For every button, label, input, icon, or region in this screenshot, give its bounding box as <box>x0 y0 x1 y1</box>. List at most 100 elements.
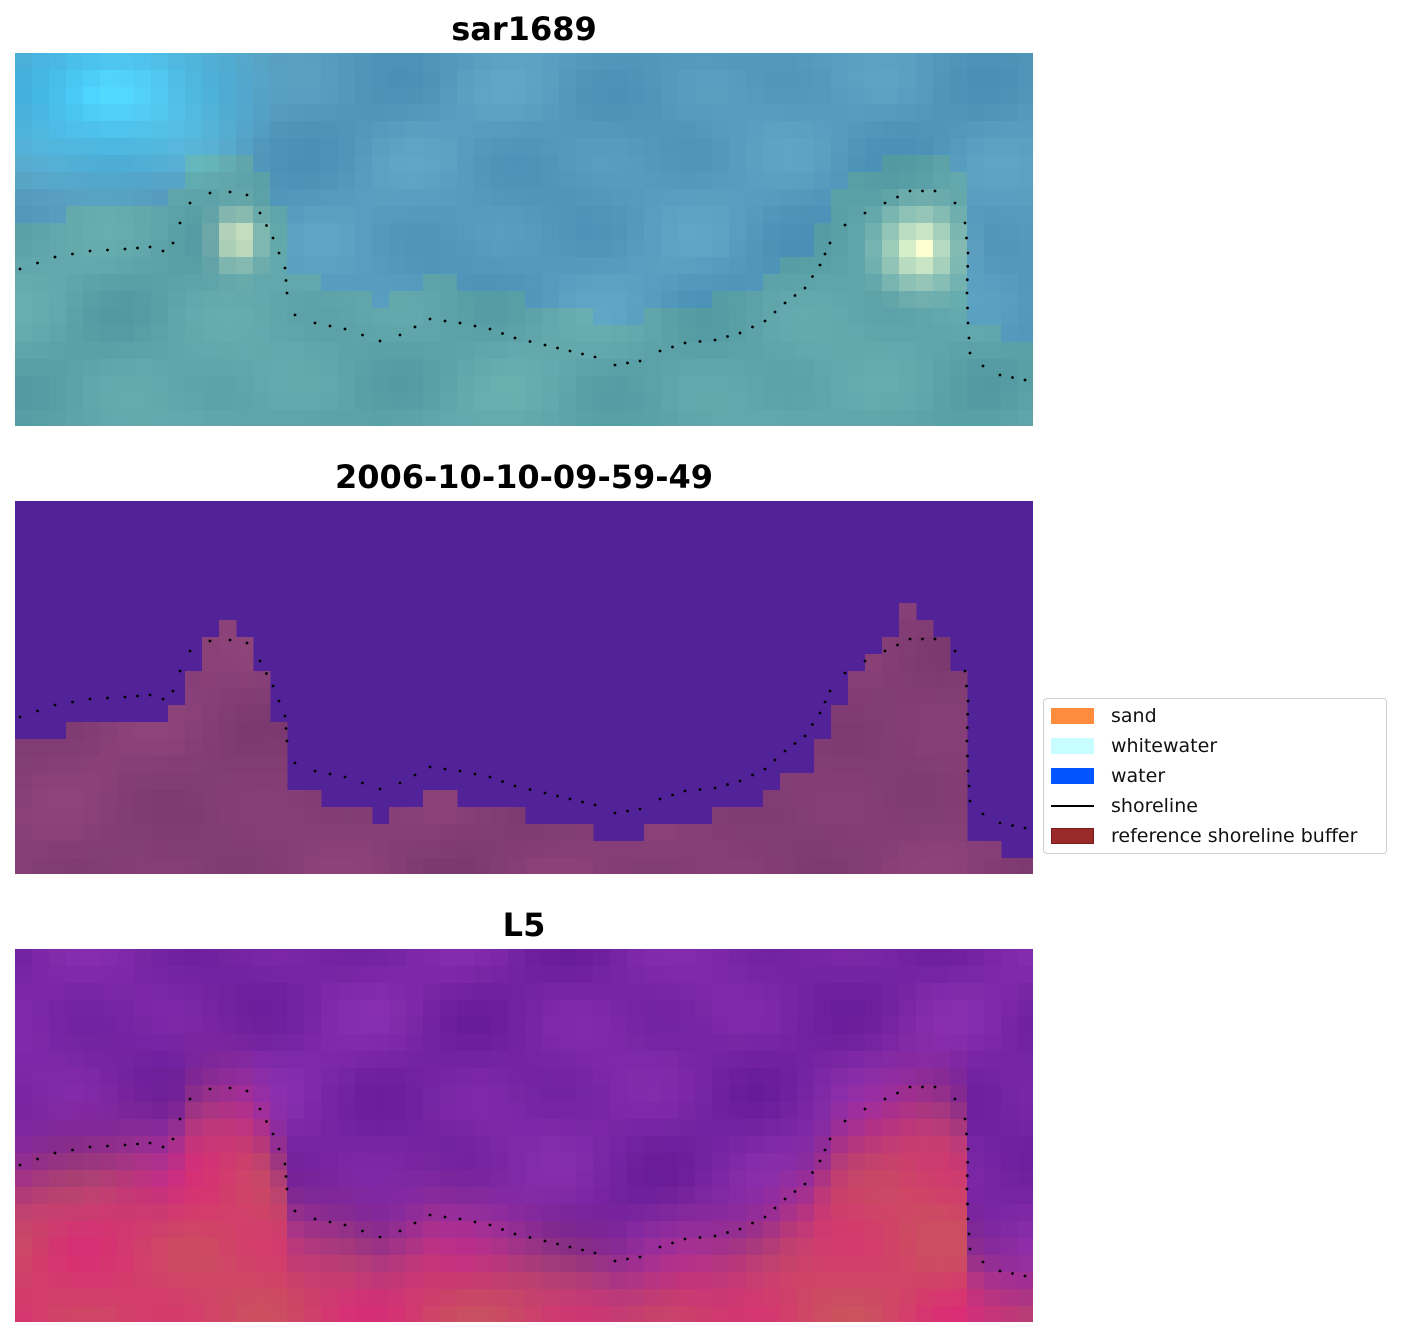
image-pixel <box>474 121 492 139</box>
index-pixel <box>32 1102 50 1120</box>
image-pixel <box>423 240 441 258</box>
land-pixel <box>15 790 33 808</box>
image-pixel <box>100 155 118 173</box>
image-pixel <box>712 257 730 275</box>
image-pixel <box>610 104 628 122</box>
image-pixel <box>372 325 390 343</box>
index-pixel <box>304 1255 322 1273</box>
image-pixel <box>151 257 169 275</box>
land-pixel <box>848 756 866 774</box>
land-pixel <box>644 841 662 859</box>
image-pixel <box>678 206 696 224</box>
image-pixel <box>83 393 101 411</box>
image-pixel <box>661 87 679 105</box>
land-pixel <box>117 722 135 740</box>
land-pixel <box>253 773 271 791</box>
land-pixel <box>253 756 271 774</box>
image-pixel <box>967 359 985 377</box>
index-pixel <box>797 1017 815 1035</box>
index-pixel <box>967 1102 985 1120</box>
index-pixel <box>236 1017 254 1035</box>
index-pixel <box>814 949 832 967</box>
shoreline-dot <box>277 1147 281 1151</box>
index-pixel <box>559 1289 577 1307</box>
image-pixel <box>151 223 169 241</box>
index-pixel <box>389 1187 407 1205</box>
index-pixel <box>525 1102 543 1120</box>
index-pixel <box>1018 1119 1033 1137</box>
image-pixel <box>440 138 458 156</box>
image-pixel <box>202 104 220 122</box>
index-pixel <box>627 1187 645 1205</box>
image-pixel <box>542 155 560 173</box>
index-pixel <box>695 966 713 984</box>
index-pixel <box>168 1170 186 1188</box>
index-pixel <box>763 1119 781 1137</box>
shoreline-dot <box>556 346 559 350</box>
index-pixel <box>1018 1289 1033 1307</box>
index-pixel <box>49 1102 67 1120</box>
index-pixel <box>1018 1306 1033 1322</box>
index-pixel <box>474 1119 492 1137</box>
index-pixel <box>780 966 798 984</box>
index-pixel <box>270 983 288 1001</box>
shoreline-dot <box>933 189 937 193</box>
shoreline-dot <box>658 797 662 801</box>
shoreline-dot <box>258 659 262 663</box>
image-pixel <box>576 121 594 139</box>
land-pixel <box>440 858 458 874</box>
land-pixel <box>270 824 288 842</box>
index-pixel <box>1018 1068 1033 1086</box>
index-pixel <box>49 1000 67 1018</box>
index-pixel <box>338 949 356 967</box>
index-pixel <box>542 1306 560 1322</box>
image-pixel <box>236 53 254 71</box>
image-pixel <box>848 376 866 394</box>
index-pixel <box>576 1289 594 1307</box>
index-pixel <box>32 1306 50 1322</box>
image-pixel <box>814 87 832 105</box>
land-pixel <box>457 858 475 874</box>
index-pixel <box>780 949 798 967</box>
land-pixel <box>712 858 730 874</box>
image-pixel <box>559 308 577 326</box>
image-pixel <box>304 121 322 139</box>
land-pixel <box>814 841 832 859</box>
image-pixel <box>967 189 985 207</box>
index-pixel <box>899 1102 917 1120</box>
index-pixel <box>729 1289 747 1307</box>
image-pixel <box>406 274 424 292</box>
image-pixel <box>117 138 135 156</box>
index-pixel <box>678 1102 696 1120</box>
shoreline-dot <box>271 684 275 688</box>
image-pixel <box>474 342 492 360</box>
index-pixel <box>253 1051 271 1069</box>
land-pixel <box>168 807 186 825</box>
land-pixel <box>797 841 815 859</box>
image-pixel <box>321 189 339 207</box>
index-pixel <box>661 1221 679 1239</box>
image-pixel <box>695 410 713 426</box>
shoreline-dot <box>543 1239 547 1243</box>
index-pixel <box>253 1136 271 1154</box>
image-pixel <box>491 291 509 309</box>
index-pixel <box>440 966 458 984</box>
shoreline-dot <box>896 643 899 647</box>
land-pixel <box>814 790 832 808</box>
land-pixel <box>389 841 407 859</box>
index-pixel <box>678 1017 696 1035</box>
index-pixel <box>559 1306 577 1322</box>
land-pixel <box>134 858 152 874</box>
shoreline-dot <box>843 1119 847 1123</box>
index-pixel <box>304 1085 322 1103</box>
image-pixel <box>882 393 900 411</box>
index-pixel <box>287 1085 305 1103</box>
image-pixel <box>457 189 475 207</box>
shoreline-dot <box>921 189 924 193</box>
index-pixel <box>916 1289 934 1307</box>
index-pixel <box>100 1238 118 1256</box>
index-pixel <box>831 1306 849 1322</box>
image-pixel <box>593 70 611 88</box>
image-pixel <box>151 393 169 411</box>
index-pixel <box>933 1000 951 1018</box>
